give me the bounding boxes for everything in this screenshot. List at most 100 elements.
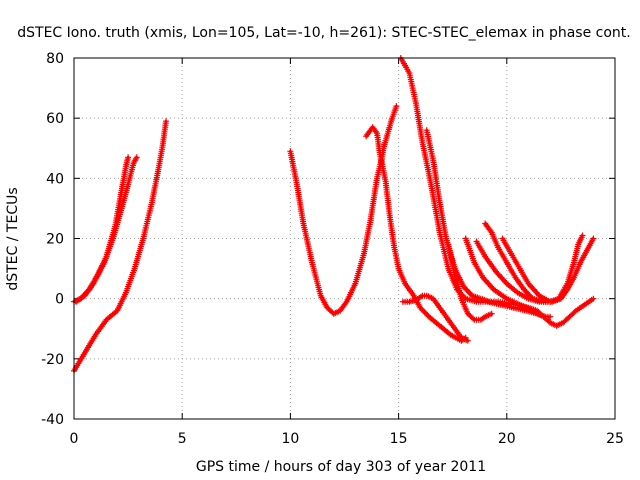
data-point — [447, 243, 450, 246]
data-point — [488, 300, 491, 303]
data-point — [479, 297, 482, 300]
plot-frame — [73, 57, 616, 420]
data-point — [559, 297, 563, 300]
y-tick-label: 0 — [55, 292, 64, 308]
data-point — [83, 294, 87, 297]
y-axis-label: dSTEC / TECUs — [5, 187, 21, 290]
data-point — [412, 294, 415, 297]
series-arc-2 — [73, 154, 140, 305]
data-point — [527, 282, 530, 285]
data-point — [512, 306, 515, 309]
data-point — [505, 297, 508, 300]
data-point — [518, 267, 521, 270]
data-point — [479, 318, 482, 321]
data-point — [522, 288, 526, 291]
data-point — [492, 288, 495, 291]
data-point — [126, 156, 130, 159]
data-point — [592, 297, 595, 300]
x-tick-label: 5 — [178, 431, 187, 447]
data-point — [94, 333, 97, 336]
data-point — [453, 273, 457, 276]
data-point — [120, 189, 123, 192]
data-point — [120, 207, 123, 210]
data-point — [380, 162, 383, 165]
data-point — [592, 237, 595, 240]
data-point — [124, 291, 128, 294]
data-point — [103, 261, 106, 264]
y-tick-label: -20 — [41, 352, 64, 368]
data-point — [135, 156, 138, 159]
data-point — [111, 237, 115, 240]
x-tick-labels: 0 5 10 15 20 25 — [70, 431, 624, 447]
data-point — [438, 231, 441, 234]
data-point — [401, 300, 405, 303]
data-point — [124, 165, 128, 168]
x-tick-label: 20 — [498, 431, 516, 447]
data-point — [419, 306, 422, 309]
data-point — [542, 315, 545, 318]
data-point — [466, 339, 469, 342]
x-axis-label: GPS time / hours of day 303 of year 2011 — [196, 459, 486, 475]
data-point — [116, 309, 119, 312]
data-point — [555, 324, 558, 327]
data-point — [408, 71, 411, 75]
series-arc-10 — [462, 235, 597, 329]
data-point — [574, 309, 578, 312]
series-line — [72, 119, 168, 373]
data-point — [397, 267, 400, 270]
data-point — [568, 315, 571, 318]
series-line — [401, 294, 470, 343]
data-point — [531, 297, 534, 300]
y-tick-label: 60 — [46, 111, 64, 127]
data-point — [105, 318, 108, 321]
data-point — [577, 243, 580, 246]
data-point — [132, 162, 135, 165]
data-point — [414, 101, 418, 105]
data-point — [505, 302, 508, 305]
data-point — [92, 282, 95, 285]
data-point — [432, 297, 435, 300]
data-point — [548, 321, 552, 324]
series-markers — [71, 118, 169, 374]
x-tick-label: 0 — [70, 431, 79, 447]
data-point — [471, 294, 474, 297]
data-point — [464, 297, 467, 300]
data-point — [377, 147, 381, 150]
data-point — [371, 126, 374, 129]
data-point — [490, 231, 493, 234]
data-point — [473, 261, 476, 264]
data-point — [548, 300, 552, 303]
series-layer — [71, 55, 597, 374]
data-point — [484, 315, 487, 318]
data-point — [295, 183, 299, 186]
data-point — [339, 309, 342, 312]
data-point — [538, 294, 541, 297]
x-tick-label: 15 — [390, 431, 408, 447]
data-point — [425, 129, 428, 132]
series-arc-12 — [482, 220, 597, 305]
data-point — [83, 351, 87, 354]
series-arc-13 — [499, 235, 564, 305]
data-point — [518, 303, 521, 306]
data-point — [464, 237, 467, 240]
data-point — [460, 297, 463, 300]
data-point — [490, 312, 493, 315]
data-point — [382, 147, 385, 150]
data-point — [494, 270, 498, 273]
series-line — [289, 150, 467, 343]
data-point — [133, 267, 136, 270]
data-point — [161, 144, 164, 147]
data-point — [505, 282, 508, 285]
data-point — [466, 312, 469, 315]
data-point — [484, 222, 487, 225]
data-point — [451, 324, 454, 327]
data-point — [460, 336, 463, 339]
data-point — [386, 132, 389, 135]
data-point — [142, 237, 145, 240]
data-point — [425, 294, 428, 297]
data-point — [157, 168, 160, 171]
data-point — [150, 201, 154, 204]
data-point — [475, 240, 478, 243]
data-point — [345, 300, 348, 303]
data-point — [438, 201, 441, 204]
